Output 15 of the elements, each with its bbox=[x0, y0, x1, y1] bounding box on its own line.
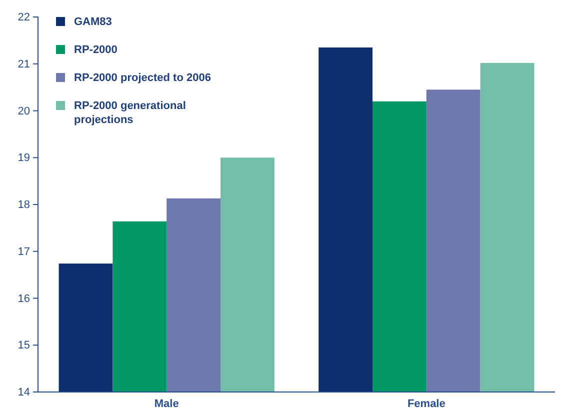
y-tick-label: 14 bbox=[18, 386, 30, 399]
legend-label: RP-2000 projected to 2006 bbox=[74, 72, 211, 84]
y-tick-label: 21 bbox=[18, 58, 30, 70]
x-tick-label: Male bbox=[154, 398, 179, 410]
legend-label: GAM83 bbox=[74, 16, 112, 28]
y-tick-label: 20 bbox=[18, 105, 30, 118]
y-tick-label: 18 bbox=[18, 199, 30, 212]
y-tick-label: 17 bbox=[18, 246, 30, 258]
y-tick-label: 16 bbox=[18, 292, 30, 305]
legend-label: RP-2000 bbox=[74, 44, 118, 56]
y-tick-label: 22 bbox=[18, 12, 30, 24]
legend-label: RP-2000 generational projections bbox=[74, 100, 186, 126]
y-tick-label: 15 bbox=[18, 340, 30, 352]
x-tick-label: Female bbox=[407, 398, 446, 410]
y-tick-label: 19 bbox=[18, 152, 30, 164]
